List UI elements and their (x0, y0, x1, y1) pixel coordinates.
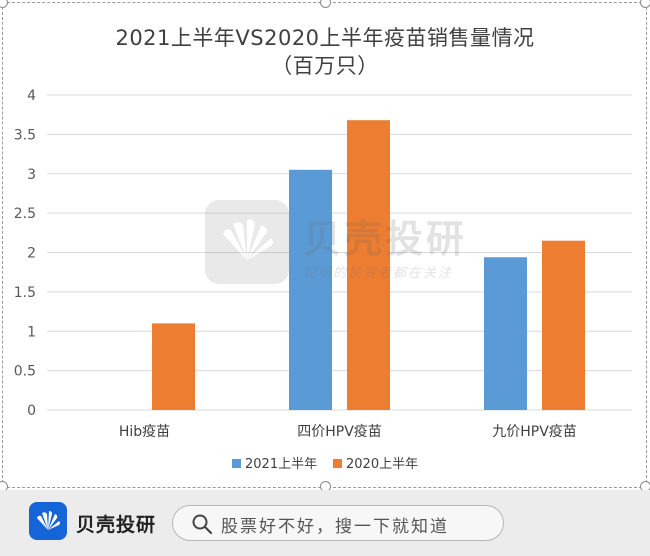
y-tick-label: 2 (27, 246, 36, 262)
chart-subtitle: （百万只） (271, 54, 379, 78)
search-icon (192, 514, 213, 535)
bar-series1-2 (484, 257, 527, 410)
x-category-label: 九价HPV疫苗 (492, 424, 577, 440)
y-tick-label: 0.5 (14, 364, 36, 380)
bars (152, 120, 585, 410)
y-tick-label: 1.5 (14, 285, 36, 301)
bar-chart: 0 0.5 1 1.5 2 2.5 3 3.5 4 Hib疫苗 四价HPV疫苗 九价HPV疫苗 20… (14, 88, 632, 472)
y-tick-label: 0 (27, 403, 36, 419)
y-tick-label: 3.5 (14, 127, 36, 143)
x-axis-category-labels: Hib疫苗 四价HPV疫苗 九价HPV疫苗 (119, 424, 577, 440)
y-tick-label: 4 (27, 88, 36, 104)
x-category-label: Hib疫苗 (119, 424, 170, 440)
y-tick-label: 1 (27, 324, 36, 340)
bar-series2-1 (347, 120, 390, 410)
brand-name: 贝壳投研 (76, 514, 157, 536)
search-box[interactable]: 股票好不好，搜一下就知道 (172, 505, 504, 541)
bar-series1-1 (289, 169, 332, 410)
bar-series2-0 (152, 323, 195, 410)
brand-logo-icon (29, 502, 67, 540)
resize-handle-top-center[interactable] (320, 0, 331, 8)
y-axis-tick-labels: 0 0.5 1 1.5 2 2.5 3 3.5 4 (14, 88, 36, 419)
legend-label: 2021上半年 (245, 457, 317, 472)
legend: 2021上半年 2020上半年 (232, 457, 418, 472)
chart-title: 2021上半年VS2020上半年疫苗销售量情况 (115, 26, 535, 50)
legend-swatch (333, 459, 342, 468)
legend-swatch (232, 459, 241, 468)
y-tick-label: 3 (27, 167, 36, 183)
search-placeholder: 股票好不好，搜一下就知道 (221, 517, 449, 537)
y-tick-label: 2.5 (14, 206, 36, 222)
resize-handle-top-left[interactable] (0, 0, 8, 8)
bar-series2-2 (542, 240, 585, 410)
gridlines (47, 94, 632, 411)
x-category-label: 四价HPV疫苗 (297, 424, 382, 440)
resize-handle-top-right[interactable] (640, 0, 650, 8)
legend-label: 2020上半年 (346, 457, 418, 472)
